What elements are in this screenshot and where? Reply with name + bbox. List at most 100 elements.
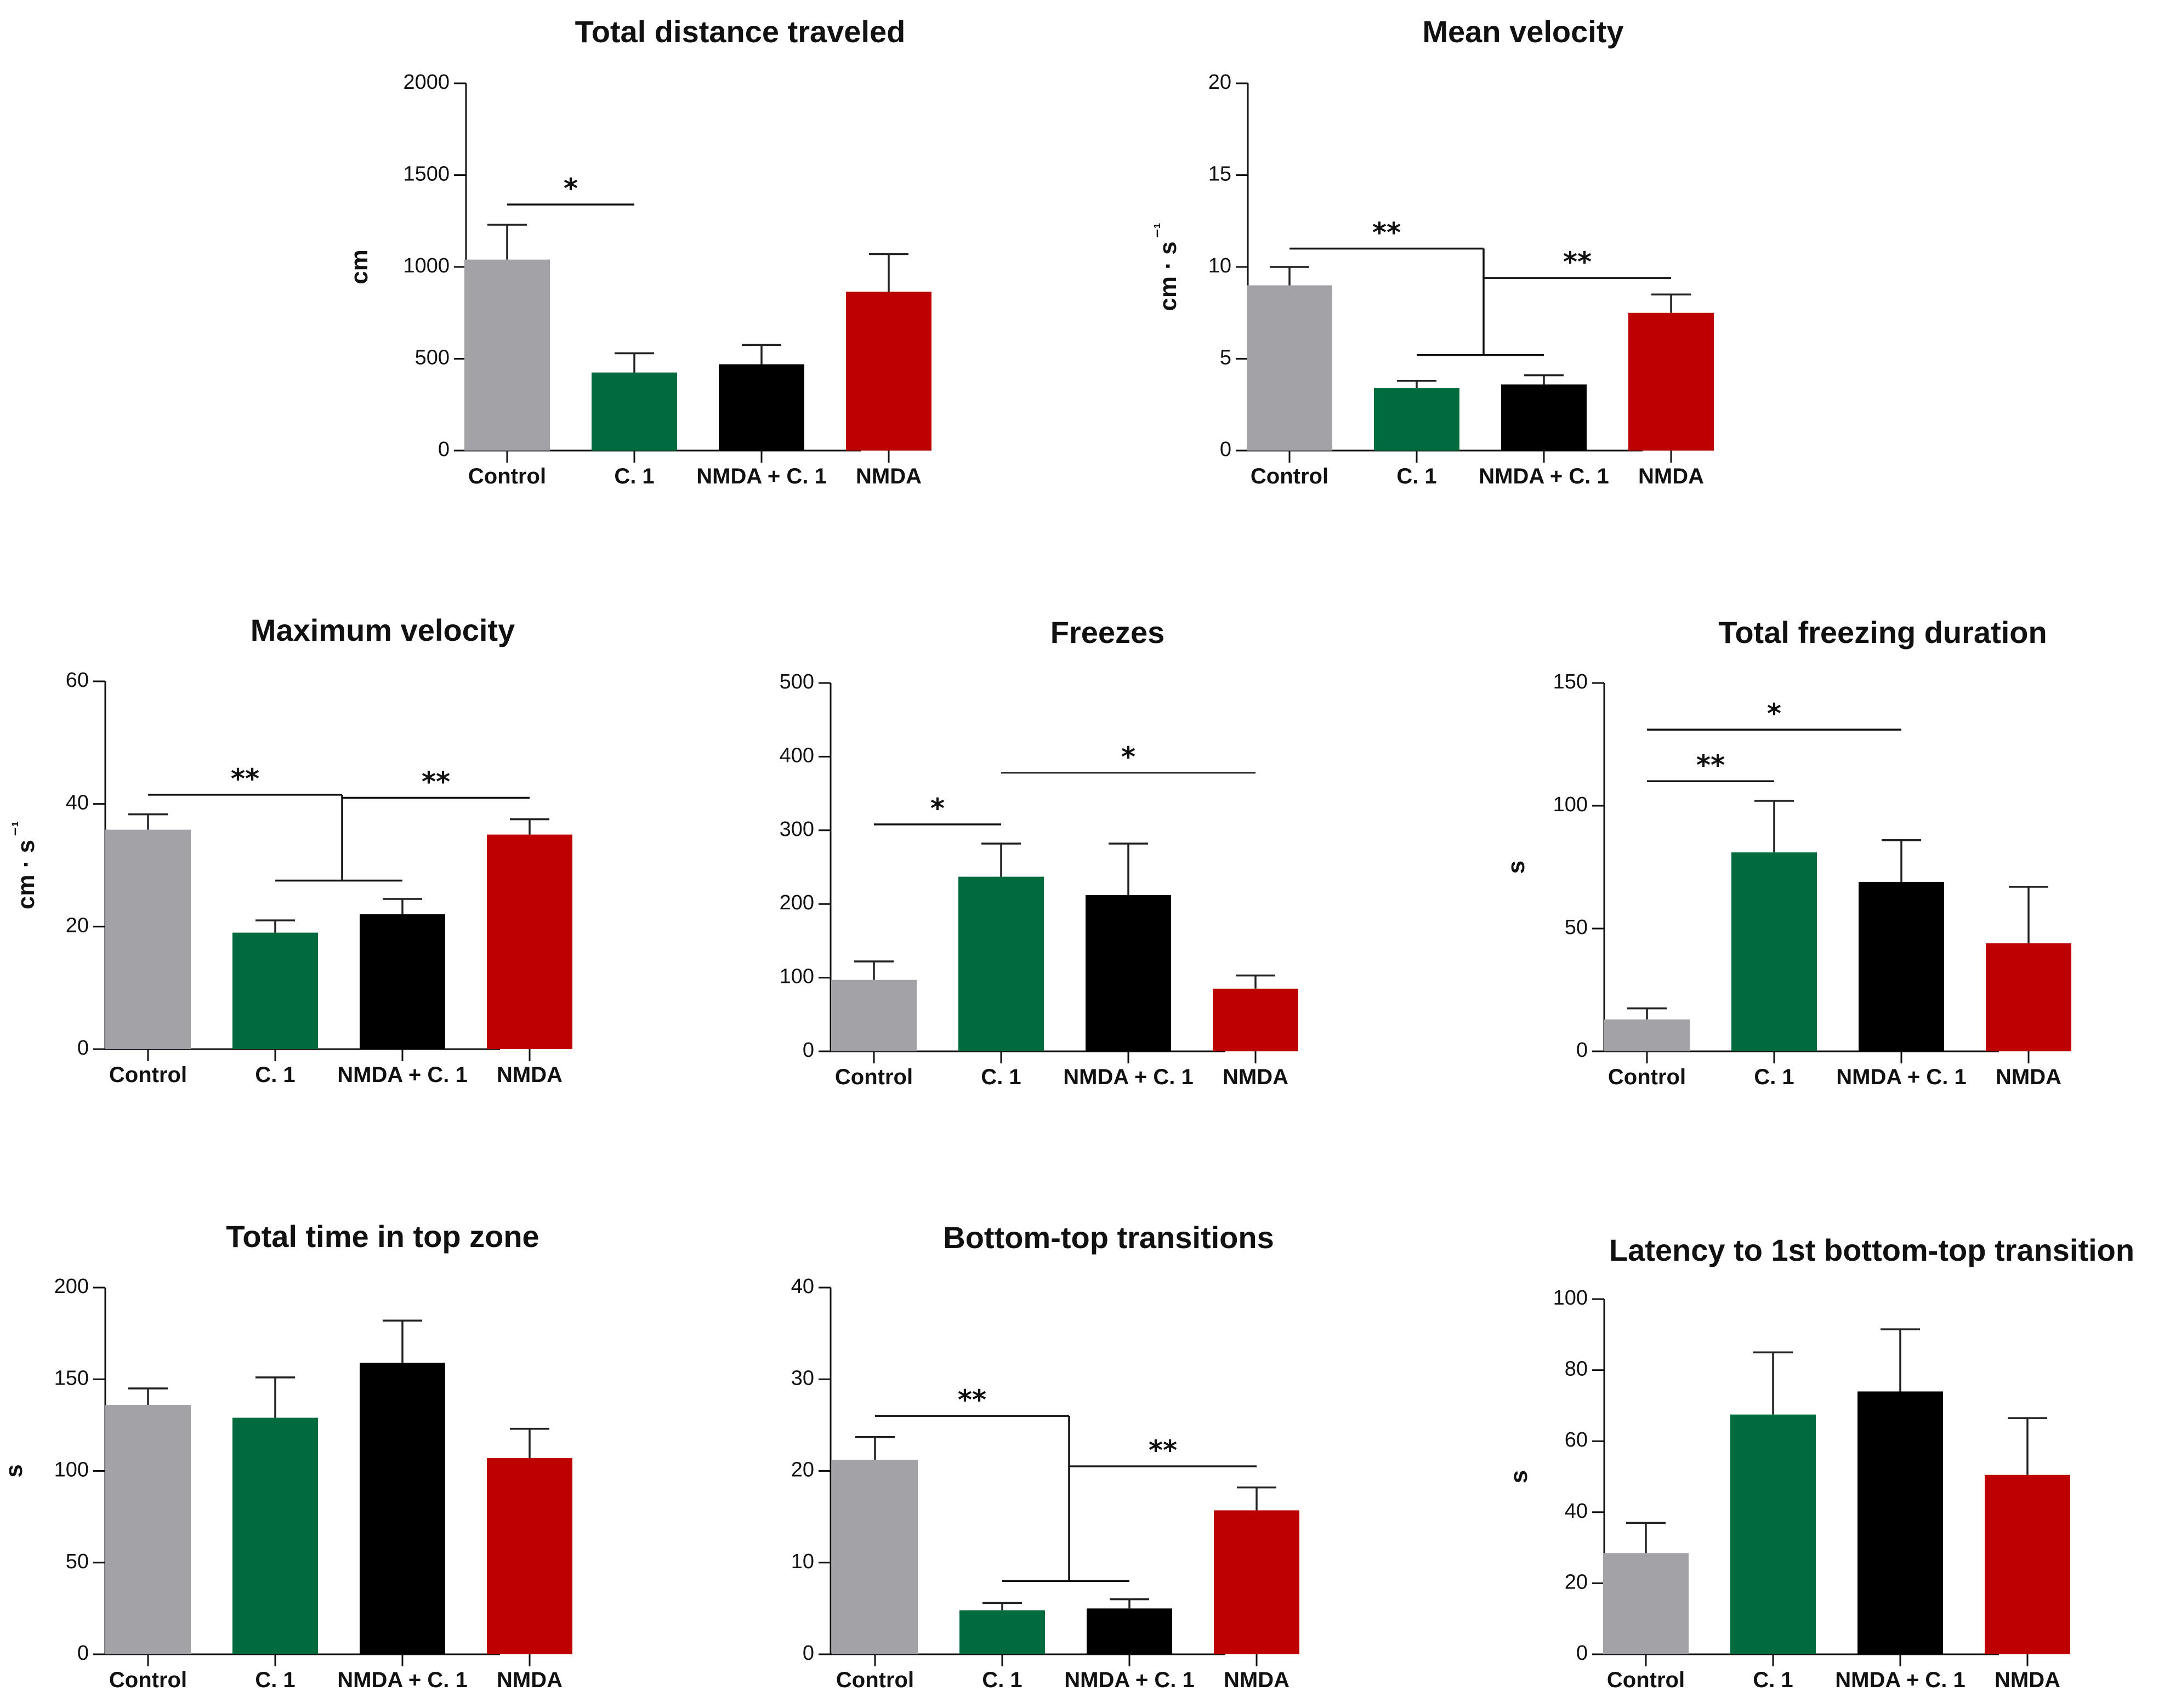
chart-bottom-top-transitions: Bottom-top transitions 0 10 20 30 40 Control C.… xyxy=(791,1220,1299,1692)
y-tick-label: 200 xyxy=(54,1275,89,1298)
x-tick-label: NMDA + C. 1 xyxy=(1835,1668,1965,1692)
bar-c-1 xyxy=(959,1610,1045,1654)
significance-label: * xyxy=(930,793,945,824)
y-tick-label: 20 xyxy=(1565,1570,1588,1593)
x-tick-label: C. 1 xyxy=(1396,464,1436,488)
significance-label: ** xyxy=(958,1384,986,1416)
chart-latency-to-1st-bottom-top-transition: Latency to 1st bottom-top transition s 0 20… xyxy=(1506,1233,2134,1692)
bar-c-1 xyxy=(1374,388,1459,451)
bar-control xyxy=(832,1460,918,1654)
bar-nmda xyxy=(487,834,572,1049)
y-tick-label: 0 xyxy=(1576,1642,1588,1665)
chart-title: Total time in top zone xyxy=(226,1219,539,1254)
y-tick-label: 60 xyxy=(1565,1428,1588,1451)
bar-nmda-c-1 xyxy=(1501,384,1587,451)
y-tick-label: 0 xyxy=(1220,438,1231,461)
significance-label: ** xyxy=(1563,246,1592,278)
x-tick-label: Control xyxy=(1607,1668,1685,1692)
x-tick-label: NMDA xyxy=(1224,1668,1289,1692)
y-tick-label: 15 xyxy=(1208,163,1231,186)
x-tick-label: NMDA xyxy=(1996,1065,2061,1089)
x-tick-label: NMDA + C. 1 xyxy=(1836,1065,1966,1089)
bar-control xyxy=(831,980,917,1051)
bar-c-1 xyxy=(232,1417,318,1654)
y-tick-label: 100 xyxy=(1553,1286,1588,1310)
y-axis-label: cm xyxy=(346,249,373,284)
chart-maximum-velocity: Maximum velocity cm · s ⁻¹ 0 20 40 60 Control C… xyxy=(8,613,572,1087)
y-tick-label: 0 xyxy=(438,438,450,461)
bar-control xyxy=(105,1405,191,1654)
y-tick-label: 150 xyxy=(54,1367,89,1390)
y-axis-label: s xyxy=(1,1464,27,1477)
x-tick-label: C. 1 xyxy=(255,1668,295,1692)
chart-mean-velocity: Mean velocity cm · s ⁻¹ 0 5 10 15 20 Control C. … xyxy=(1150,14,1714,488)
y-tick-label: 0 xyxy=(77,1642,89,1665)
bar-nmda-c-1 xyxy=(1086,895,1171,1051)
x-tick-label: C. 1 xyxy=(614,464,654,488)
chart-title: Total distance traveled xyxy=(575,14,906,49)
bar-nmda-c-1 xyxy=(1857,1391,1943,1654)
y-tick-label: 20 xyxy=(1208,71,1231,94)
y-tick-label: 0 xyxy=(803,1039,814,1062)
y-tick-label: 100 xyxy=(54,1459,89,1482)
chart-title: Mean velocity xyxy=(1422,14,1623,49)
bar-nmda xyxy=(846,292,931,451)
y-tick-label: 5 xyxy=(1220,346,1231,369)
y-tick-label: 20 xyxy=(791,1459,814,1482)
significance-label: * xyxy=(564,173,578,204)
x-tick-label: C. 1 xyxy=(255,1063,295,1087)
bar-control xyxy=(464,259,550,451)
x-tick-label: NMDA xyxy=(497,1668,563,1692)
bar-nmda-c-1 xyxy=(719,364,804,451)
y-tick-label: 100 xyxy=(780,965,814,988)
bar-nmda-c-1 xyxy=(360,914,445,1049)
x-tick-label: C. 1 xyxy=(981,1065,1021,1089)
x-tick-label: NMDA xyxy=(856,464,922,488)
y-tick-label: 10 xyxy=(791,1550,814,1573)
x-tick-label: Control xyxy=(109,1063,187,1087)
chart-title: Bottom-top transitions xyxy=(943,1220,1274,1255)
y-axis-label: cm · s ⁻¹ xyxy=(8,821,39,909)
y-tick-label: 40 xyxy=(791,1275,814,1298)
significance-label: ** xyxy=(422,766,450,798)
y-tick-label: 500 xyxy=(415,346,450,369)
bar-control xyxy=(105,829,191,1049)
chart-title: Freezes xyxy=(1050,615,1165,650)
y-tick-label: 10 xyxy=(1208,254,1231,277)
y-tick-label: 200 xyxy=(780,891,814,914)
significance-label: ** xyxy=(1149,1434,1177,1466)
x-tick-label: NMDA xyxy=(1995,1668,2060,1692)
y-tick-label: 300 xyxy=(780,818,814,841)
x-tick-label: NMDA + C. 1 xyxy=(337,1063,467,1087)
y-axis-label: cm · s ⁻¹ xyxy=(1150,223,1181,311)
x-tick-label: NMDA + C. 1 xyxy=(337,1668,467,1692)
y-tick-label: 20 xyxy=(66,914,89,937)
bar-nmda xyxy=(1213,988,1298,1051)
y-tick-label: 400 xyxy=(780,744,814,767)
y-tick-label: 150 xyxy=(1553,670,1588,693)
bar-nmda-c-1 xyxy=(1087,1608,1172,1654)
bar-nmda-c-1 xyxy=(1859,881,1944,1051)
x-tick-label: Control xyxy=(468,464,546,488)
chart-title: Maximum velocity xyxy=(251,613,515,647)
chart-title: Latency to 1st bottom-top transition xyxy=(1609,1233,2134,1267)
x-tick-label: NMDA xyxy=(1223,1065,1288,1089)
y-tick-label: 0 xyxy=(803,1642,814,1665)
x-tick-label: Control xyxy=(1251,464,1328,488)
bar-c-1 xyxy=(1731,852,1817,1051)
y-tick-label: 1000 xyxy=(403,254,450,277)
y-tick-label: 0 xyxy=(1576,1039,1588,1062)
y-tick-label: 60 xyxy=(66,669,89,692)
y-tick-label: 500 xyxy=(780,670,814,693)
bar-nmda xyxy=(1214,1510,1299,1654)
chart-title: Total freezing duration xyxy=(1718,615,2047,650)
bar-nmda xyxy=(1985,1474,2070,1654)
x-tick-label: C. 1 xyxy=(982,1668,1022,1692)
significance-label: ** xyxy=(231,763,259,795)
y-axis-label: s xyxy=(1503,861,1530,874)
chart-total-freezing-duration: Total freezing duration s 0 50 100 150 Control… xyxy=(1503,615,2071,1089)
x-tick-label: NMDA + C. 1 xyxy=(1479,464,1609,488)
bar-c-1 xyxy=(232,932,318,1049)
bar-nmda xyxy=(487,1458,572,1654)
